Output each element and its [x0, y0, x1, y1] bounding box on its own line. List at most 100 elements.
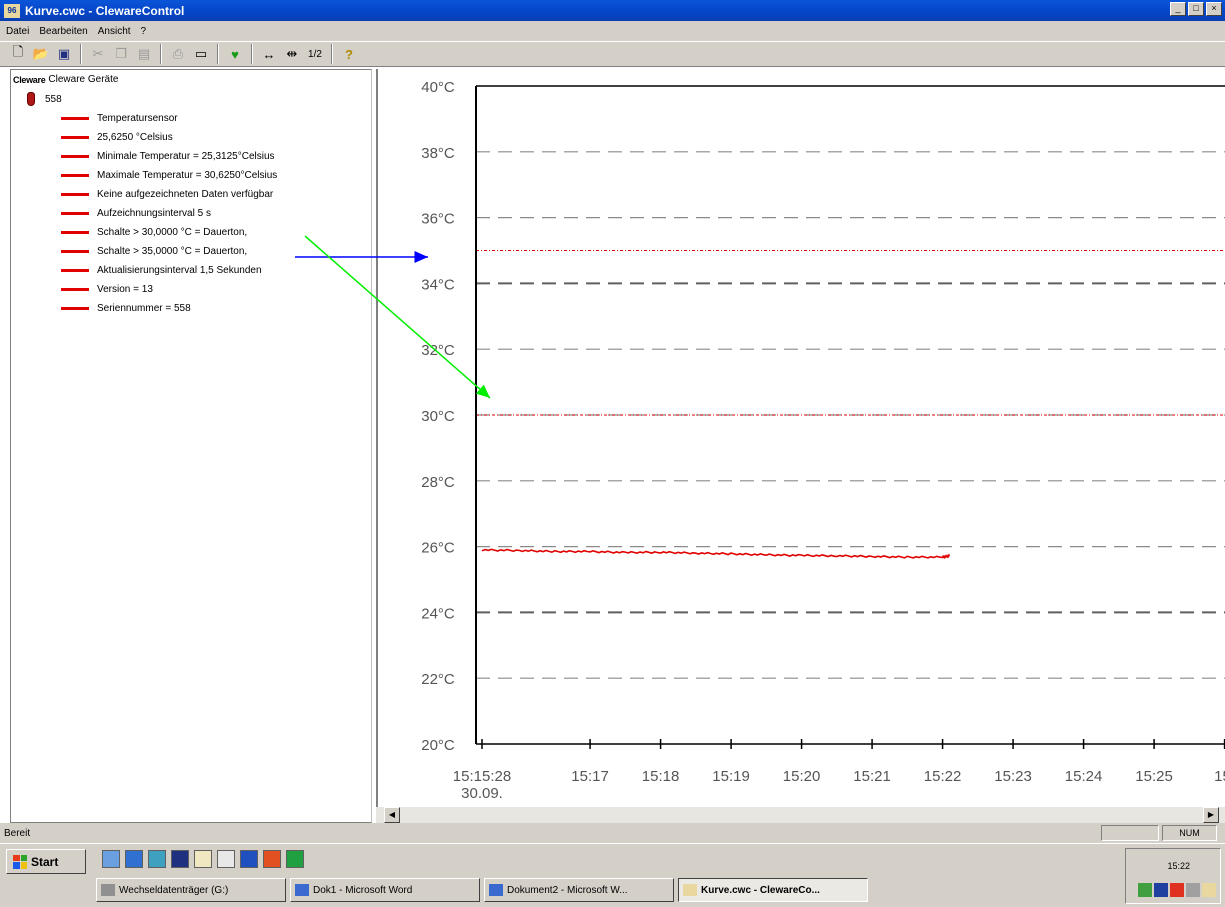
list-item[interactable]: Keine aufgezeichneten Daten verfügbar — [61, 185, 277, 204]
maximize-button[interactable]: □ — [1188, 2, 1204, 16]
y-tick-label: 22°C — [421, 671, 455, 688]
list-item[interactable]: Schalte > 30,0000 °C = Dauerton, — [61, 223, 277, 242]
tray-icons — [1138, 883, 1216, 897]
temperature-series-line — [481, 548, 951, 560]
tree-icon[interactable]: ♥ — [231, 46, 239, 62]
browser-icon[interactable] — [125, 850, 143, 868]
list-item[interactable]: 25,6250 °Celsius — [61, 128, 277, 147]
menu-bar: Datei Bearbeiten Ansicht ? — [0, 21, 1225, 41]
x-tick-label: 15:23 — [994, 768, 1032, 785]
window-controls: _ □ × — [1170, 2, 1222, 16]
toolbar-separator — [80, 44, 82, 64]
quick-launch-bar — [102, 850, 304, 868]
compress-icon[interactable]: ⇹ — [286, 46, 298, 61]
cut-icon[interactable]: ✂ — [92, 46, 104, 61]
device-tree: Cleware Cleware Geräte 558 Temperatursen… — [10, 69, 372, 823]
y-tick-label: 26°C — [421, 540, 455, 557]
new-file-icon[interactable]: 🗋 — [12, 44, 24, 59]
scroll-right-button[interactable]: ▶ — [1203, 807, 1219, 823]
thermometer-icon — [27, 92, 35, 106]
status-text: Bereit — [4, 827, 31, 839]
minimize-button[interactable]: _ — [1170, 2, 1186, 16]
expand-icon[interactable]: ↔ — [262, 46, 276, 62]
tree-device-node[interactable]: 558 — [27, 92, 62, 106]
x-tick-label: 15:25 — [1135, 768, 1173, 785]
network-icon[interactable] — [148, 850, 166, 868]
settings-icon[interactable] — [217, 850, 235, 868]
system-tray: 15:22 — [1125, 848, 1221, 904]
list-item[interactable]: Maximale Temperatur = 30,6250°Celsius — [61, 166, 277, 185]
list-item[interactable]: Version = 13 — [61, 280, 277, 299]
status-pane — [1101, 825, 1159, 841]
powerpoint-icon[interactable] — [263, 850, 281, 868]
x-tick-label: 15:20 — [783, 768, 821, 785]
word-icon[interactable] — [240, 850, 258, 868]
language-icon[interactable] — [1154, 883, 1168, 897]
y-tick-label: 28°C — [421, 474, 455, 491]
red-line-icon — [61, 174, 89, 177]
volume-icon[interactable] — [1186, 883, 1200, 897]
task-clewarecontrol[interactable]: Kurve.cwc - ClewareCo... — [678, 878, 868, 902]
scroll-left-button[interactable]: ◀ — [384, 807, 400, 823]
y-tick-label: 30°C — [421, 408, 455, 425]
toolbar-separator — [160, 44, 162, 64]
menu-ansicht[interactable]: Ansicht — [97, 25, 131, 37]
red-line-icon — [61, 288, 89, 291]
close-button[interactable]: × — [1206, 2, 1222, 16]
horizontal-scrollbar[interactable]: ◀ ▶ — [376, 807, 1225, 823]
copy-icon[interactable]: ❐ — [115, 46, 127, 61]
task-word-doc1[interactable]: Dok1 - Microsoft Word — [290, 878, 480, 902]
list-item[interactable]: Aktualisierungsinterval 1,5 Sekunden — [61, 261, 277, 280]
word-icon — [295, 884, 309, 896]
tree-root-label: Cleware Geräte — [48, 74, 119, 85]
x-tick-label: 15:24 — [1065, 768, 1103, 785]
red-line-icon — [61, 212, 89, 215]
help-icon[interactable]: ? — [345, 46, 353, 62]
word-icon — [489, 884, 503, 896]
device-label: 558 — [45, 93, 62, 105]
task-drive[interactable]: Wechseldatenträger (G:) — [96, 878, 286, 902]
task-buttons: Wechseldatenträger (G:) Dok1 - Microsoft… — [96, 878, 868, 902]
y-tick-label: 34°C — [421, 276, 455, 293]
app-icon — [683, 884, 697, 896]
menu-bearbeiten[interactable]: Bearbeiten — [39, 25, 88, 37]
windows-logo-icon — [13, 854, 27, 869]
clewarecontrol-tray-icon[interactable] — [1202, 883, 1216, 897]
y-tick-label: 20°C — [421, 737, 455, 754]
excel-icon[interactable] — [286, 850, 304, 868]
antivirus-icon[interactable] — [1170, 883, 1184, 897]
toolbar-separator — [331, 44, 333, 64]
menu-datei[interactable]: Datei — [6, 25, 30, 37]
x-tick-label: 15: — [1214, 768, 1225, 785]
start-button[interactable]: Start — [6, 849, 86, 874]
list-item[interactable]: Seriennummer = 558 — [61, 299, 277, 318]
toolbar-separator — [251, 44, 253, 64]
list-item[interactable]: Aufzeichnungsinterval 5 s — [61, 204, 277, 223]
paste-icon[interactable]: ▤ — [137, 46, 151, 61]
open-folder-icon[interactable]: 📂 — [32, 46, 50, 61]
save-icon[interactable]: ▣ — [57, 46, 71, 61]
x-tick-label: 15:15:28 — [453, 768, 511, 785]
list-item[interactable]: Temperatursensor — [61, 109, 277, 128]
tree-root[interactable]: Cleware Cleware Geräte — [13, 74, 118, 85]
x-tick-label: 15:19 — [712, 768, 750, 785]
list-item[interactable]: Schalte > 35,0000 °C = Dauerton, — [61, 242, 277, 261]
frame-icon[interactable]: ▭ — [194, 46, 208, 61]
status-bar: Bereit NUM — [0, 823, 1225, 843]
clock[interactable]: 15:22 — [1167, 861, 1190, 871]
list-item[interactable]: Minimale Temperatur = 25,3125°Celsius — [61, 147, 277, 166]
red-line-icon — [61, 250, 89, 253]
print-icon[interactable]: ⎙ — [172, 46, 184, 61]
x-tick-label: 15:21 — [853, 768, 891, 785]
menu-help[interactable]: ? — [140, 25, 147, 37]
y-tick-label: 24°C — [421, 605, 455, 622]
task-word-doc2[interactable]: Dokument2 - Microsoft W... — [484, 878, 674, 902]
half-scale-button[interactable]: 1/2 — [308, 48, 322, 60]
y-tick-label: 32°C — [421, 342, 455, 359]
outlook-icon[interactable] — [194, 850, 212, 868]
toolbar: 🗋 📂 ▣ ✂ ❐ ▤ ⎙ ▭ ♥ ↔ ⇹ 1/2 ? — [0, 41, 1225, 67]
red-line-icon — [61, 155, 89, 158]
media-icon[interactable] — [171, 850, 189, 868]
network-icon[interactable] — [1138, 883, 1152, 897]
desktop-icon[interactable] — [102, 850, 120, 868]
